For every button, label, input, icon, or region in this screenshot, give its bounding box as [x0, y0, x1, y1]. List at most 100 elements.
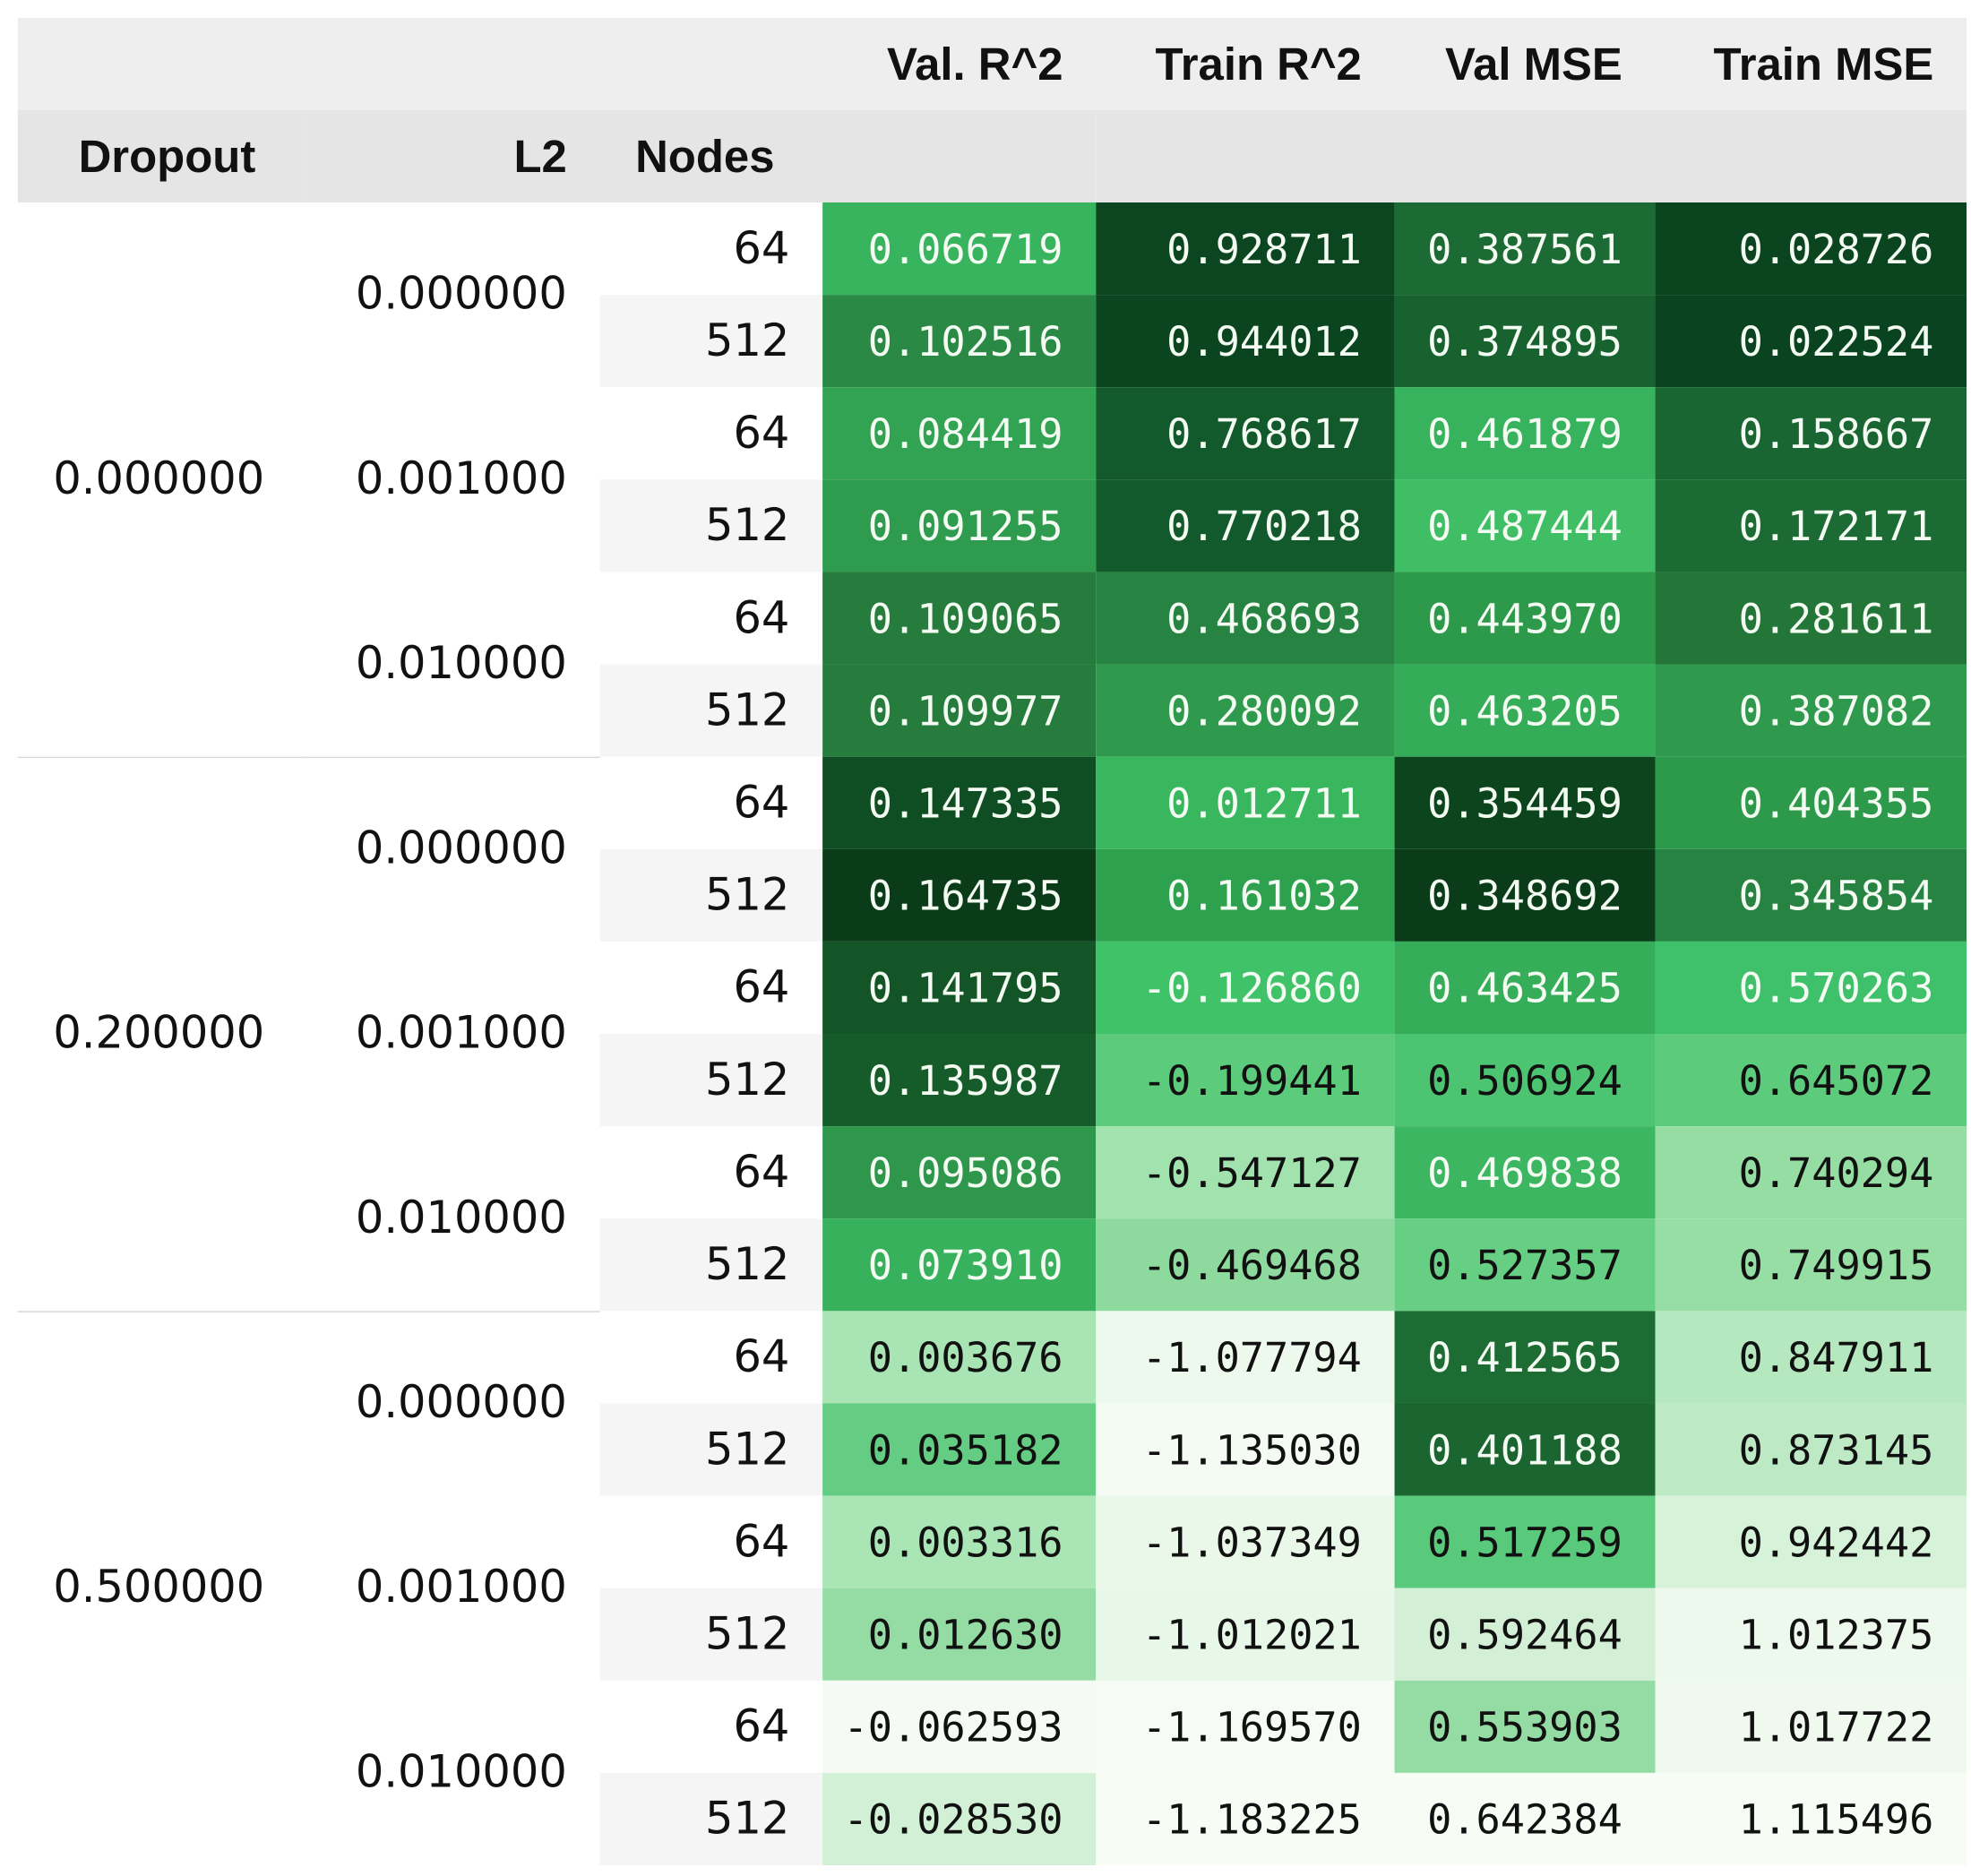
nodes-cell: 512 — [599, 295, 823, 388]
train-r2-cell: -1.037349 — [1096, 1495, 1395, 1588]
table-row: 0.500000 0.000000 64 0.003676 -1.077794 0.412… — [17, 1310, 1967, 1866]
val-mse-cell: 0.412565 — [1394, 1311, 1656, 1404]
header-blank — [1096, 109, 1395, 202]
nodes-cell: 64 — [599, 941, 823, 1035]
nodes-cell: 512 — [599, 1772, 823, 1866]
header-blank — [306, 17, 600, 110]
table-row: 0.001000 64 0.141795 -0.126860 0.463425 0.570… — [18, 941, 1967, 1127]
l2-cell: 0.010000 — [306, 572, 600, 757]
val-mse-cell: 0.506924 — [1394, 1034, 1656, 1127]
table-row: 512 0.102516 0.944012 0.374895 0.022524 — [18, 295, 1967, 388]
val-mse-cell: 0.461879 — [1394, 387, 1656, 480]
val-r2-cell: 0.084419 — [822, 387, 1097, 480]
train-r2-cell: -0.547127 — [1096, 1126, 1395, 1219]
table-row: 512 0.035182 -1.135030 0.401188 0.873145 — [18, 1403, 1967, 1496]
val-mse-cell: 0.517259 — [1394, 1495, 1656, 1588]
val-r2-cell: 0.003676 — [822, 1311, 1097, 1404]
train-mse-cell: 0.645072 — [1655, 1034, 1967, 1127]
val-mse-cell: 0.592464 — [1394, 1588, 1656, 1681]
train-mse-cell: 0.873145 — [1655, 1403, 1967, 1496]
train-r2-cell: 0.944012 — [1096, 295, 1395, 388]
train-r2-cell: -1.169570 — [1096, 1680, 1395, 1773]
train-r2-cell: -0.199441 — [1096, 1034, 1395, 1127]
val-mse-cell: 0.348692 — [1394, 848, 1656, 942]
val-r2-cell: 0.141795 — [822, 941, 1097, 1035]
val-r2-cell: 0.095086 — [822, 1126, 1097, 1219]
val-r2-cell: 0.091255 — [822, 479, 1097, 572]
val-r2-cell: 0.003316 — [822, 1495, 1097, 1588]
l2-cell: 0.001000 — [306, 1495, 600, 1681]
val-r2-cell: 0.012630 — [822, 1588, 1097, 1681]
train-mse-cell: 0.847911 — [1655, 1311, 1967, 1404]
train-mse-cell: 0.281611 — [1655, 572, 1967, 665]
val-mse-cell: 0.527357 — [1394, 1218, 1656, 1312]
train-r2-cell: -0.469468 — [1096, 1218, 1395, 1312]
header-train-mse[interactable]: Train MSE — [1655, 17, 1967, 110]
header-val-r2[interactable]: Val. R^2 — [822, 17, 1097, 110]
header-blank — [822, 109, 1097, 202]
val-mse-cell: 0.553903 — [1394, 1680, 1656, 1773]
table-row: 0.010000 64 -0.062593 -1.169570 0.553903 1.01… — [18, 1680, 1967, 1866]
index-header-row: Dropout L2 Nodes — [17, 109, 1967, 202]
nodes-cell: 64 — [599, 572, 823, 665]
val-r2-cell: 0.109065 — [822, 572, 1097, 665]
l2-cell: 0.000000 — [306, 755, 600, 942]
table-row: 0.001000 64 0.003316 -1.037349 0.517259 0.942… — [18, 1495, 1967, 1681]
train-r2-cell: -0.126860 — [1096, 941, 1395, 1035]
nodes-cell: 512 — [599, 664, 823, 757]
header-blank — [1655, 109, 1967, 202]
train-mse-cell: 0.570263 — [1655, 941, 1967, 1035]
nodes-cell: 64 — [599, 1680, 823, 1773]
nodes-cell: 512 — [599, 1403, 823, 1496]
train-r2-cell: 0.928711 — [1096, 202, 1395, 296]
l2-cell: 0.001000 — [306, 387, 600, 572]
l2-cell: 0.010000 — [306, 1680, 600, 1866]
nodes-cell: 64 — [599, 387, 823, 480]
train-mse-cell: 0.404355 — [1655, 756, 1967, 849]
train-r2-cell: 0.768617 — [1096, 387, 1395, 480]
header-nodes[interactable]: Nodes — [599, 109, 823, 202]
header-l2[interactable]: L2 — [306, 109, 600, 202]
header-dropout[interactable]: Dropout — [17, 109, 306, 202]
nodes-cell: 512 — [599, 848, 823, 942]
val-r2-cell: -0.028530 — [822, 1772, 1097, 1866]
val-r2-cell: -0.062593 — [822, 1680, 1097, 1773]
l2-cell: 0.000000 — [306, 202, 600, 388]
nodes-cell: 512 — [599, 1218, 823, 1312]
header-train-r2[interactable]: Train R^2 — [1096, 17, 1395, 110]
table-row: 0.001000 64 0.084419 0.768617 0.461879 0.1586… — [18, 387, 1967, 572]
val-mse-cell: 0.443970 — [1394, 572, 1656, 665]
nodes-cell: 512 — [599, 1588, 823, 1681]
train-mse-cell: 1.017722 — [1655, 1680, 1967, 1773]
table-row: 0.000000 0.000000 64 0.066719 0.928711 0.3875… — [17, 202, 1967, 757]
table-row: 512 -0.028530 -1.183225 0.642384 1.115496 — [18, 1772, 1967, 1866]
train-mse-cell: 0.387082 — [1655, 664, 1967, 757]
l2-cell: 0.000000 — [306, 1310, 600, 1496]
train-r2-cell: 0.280092 — [1096, 664, 1395, 757]
val-r2-cell: 0.102516 — [822, 295, 1097, 388]
header-val-mse[interactable]: Val MSE — [1394, 17, 1656, 110]
train-r2-cell: -1.135030 — [1096, 1403, 1395, 1496]
metric-header-row: Val. R^2 Train R^2 Val MSE Train MSE — [17, 17, 1967, 110]
nodes-cell: 512 — [599, 1034, 823, 1127]
train-mse-cell: 0.022524 — [1655, 295, 1967, 388]
val-mse-cell: 0.463205 — [1394, 664, 1656, 757]
train-r2-cell: -1.012021 — [1096, 1588, 1395, 1681]
train-mse-cell: 0.028726 — [1655, 202, 1967, 296]
nodes-cell: 64 — [599, 756, 823, 849]
val-r2-cell: 0.135987 — [822, 1034, 1097, 1127]
table-row: 512 0.109977 0.280092 0.463205 0.387082 — [18, 664, 1967, 757]
val-mse-cell: 0.642384 — [1394, 1772, 1656, 1866]
header-blank — [599, 17, 823, 110]
train-mse-cell: 1.012375 — [1655, 1588, 1967, 1681]
l2-cell: 0.010000 — [306, 1126, 600, 1312]
train-mse-cell: 0.942442 — [1655, 1495, 1967, 1588]
l2-cell: 0.001000 — [306, 941, 600, 1127]
table-row: 512 0.091255 0.770218 0.487444 0.172171 — [18, 479, 1967, 572]
dropout-cell: 0.500000 — [17, 1310, 306, 1866]
nodes-cell: 64 — [599, 1311, 823, 1404]
train-mse-cell: 0.158667 — [1655, 387, 1967, 480]
train-mse-cell: 0.172171 — [1655, 479, 1967, 572]
results-table: Val. R^2 Train R^2 Val MSE Train MSE Dro… — [17, 17, 1967, 1866]
table-body: 0.000000 0.000000 64 0.066719 0.928711 0.3875… — [17, 202, 1967, 1866]
